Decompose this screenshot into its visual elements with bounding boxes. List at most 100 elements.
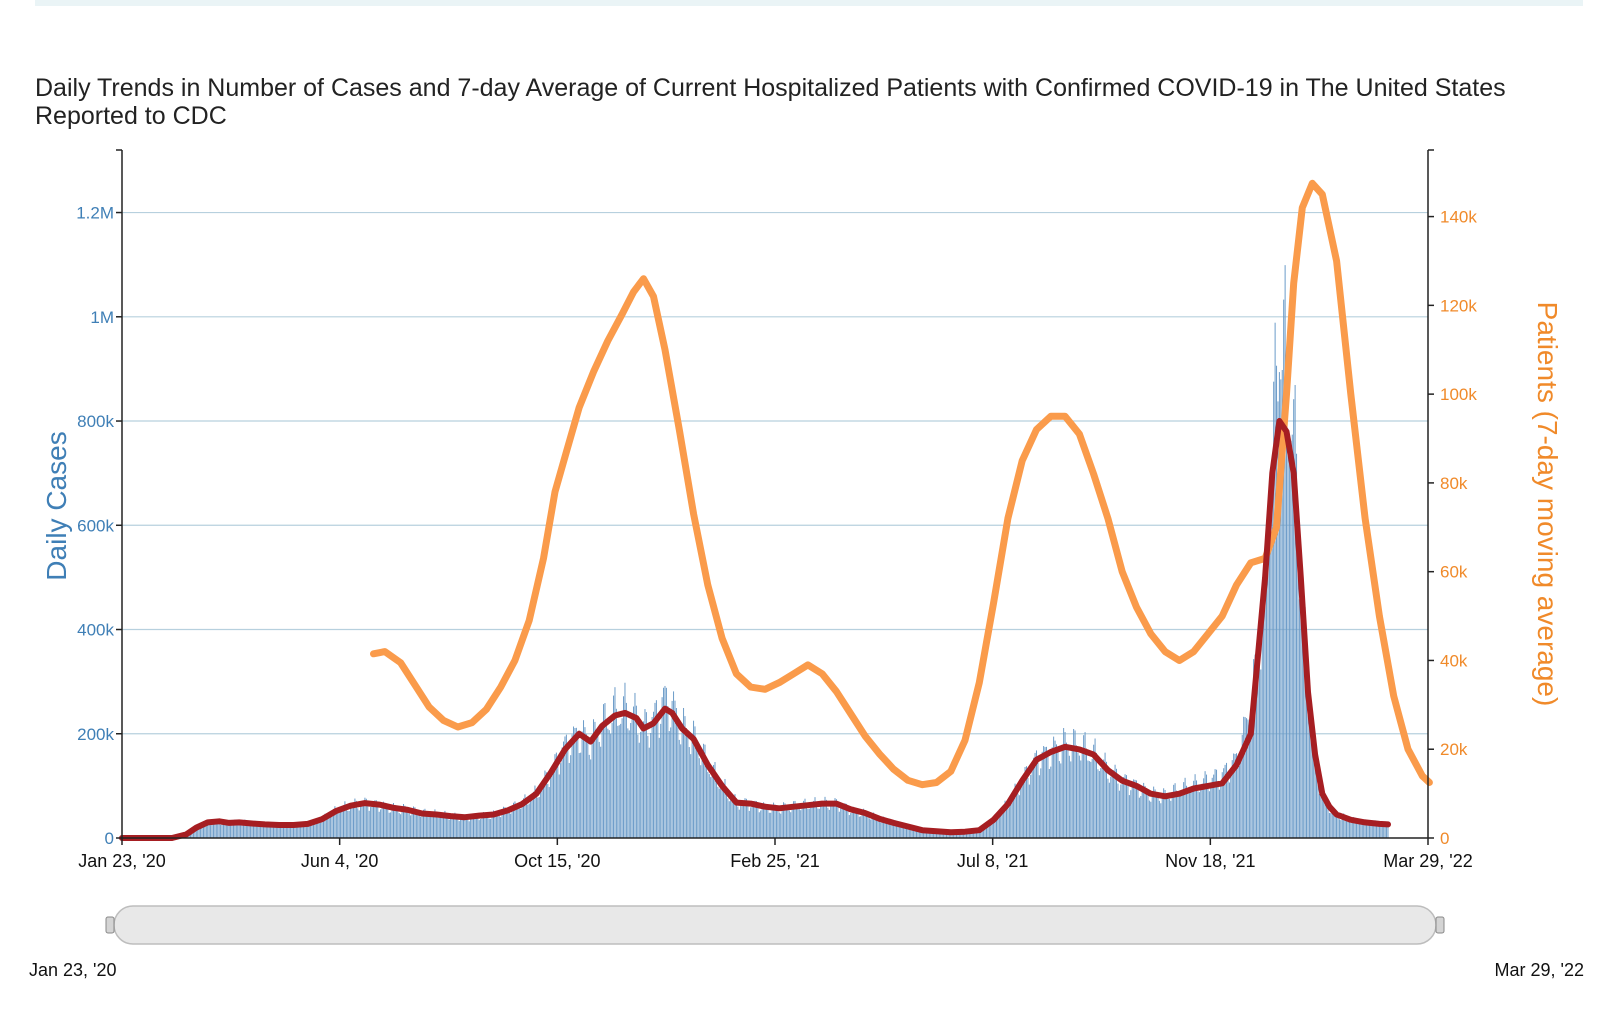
bar-day-180 <box>378 811 380 838</box>
bar-day-710 <box>1136 780 1138 838</box>
ytick-right-140k: 140k <box>1440 208 1477 227</box>
bar-day-518 <box>861 810 863 838</box>
bar-day-324 <box>584 727 586 838</box>
top-strip <box>35 0 1583 6</box>
bar-day-470 <box>793 801 795 838</box>
bar-day-867 <box>1360 824 1362 838</box>
bar-day-768 <box>1218 789 1220 838</box>
bar-day-476 <box>801 807 803 838</box>
bar-day-281 <box>523 798 525 838</box>
bar-day-811 <box>1280 379 1282 838</box>
bar-day-133 <box>311 822 313 838</box>
bar-day-497 <box>831 803 833 838</box>
bar-day-348 <box>618 725 620 838</box>
bar-day-410 <box>707 771 709 838</box>
ytick-right-120k: 120k <box>1440 296 1477 315</box>
bar-day-271 <box>508 812 510 838</box>
bar-day-225 <box>442 813 444 838</box>
bar-day-884 <box>1384 821 1386 838</box>
bar-day-823 <box>1297 558 1299 838</box>
bar-day-568 <box>933 830 935 838</box>
bar-day-396 <box>687 734 689 838</box>
bar-day-774 <box>1227 771 1229 838</box>
bar-day-277 <box>517 808 519 838</box>
bar-day-751 <box>1194 774 1196 838</box>
bar-day-722 <box>1153 786 1155 838</box>
bar-day-762 <box>1210 783 1212 838</box>
bar-day-251 <box>480 819 482 838</box>
bar-day-696 <box>1116 768 1118 838</box>
bar-day-627 <box>1017 793 1019 838</box>
bar-day-539 <box>891 823 893 838</box>
bar-day-463 <box>783 802 785 838</box>
bar-day-228 <box>447 818 449 838</box>
bar-day-392 <box>681 723 683 838</box>
bar-day-860 <box>1350 823 1352 838</box>
bar-day-707 <box>1131 781 1133 838</box>
bar-day-389 <box>677 719 679 838</box>
bar-day-448 <box>761 804 763 838</box>
bar-day-737 <box>1174 783 1176 838</box>
bar-day-672 <box>1081 753 1083 838</box>
bar-day-184 <box>384 802 386 838</box>
bar-day-598 <box>975 830 977 838</box>
bar-day-682 <box>1095 752 1097 838</box>
bar-day-139 <box>320 822 322 838</box>
bar-day-838 <box>1318 793 1320 838</box>
bar-day-717 <box>1146 788 1148 838</box>
bar-day-102 <box>267 825 269 838</box>
bar-day-743 <box>1183 782 1185 838</box>
bar-day-407 <box>703 743 705 838</box>
bar-day-64 <box>212 819 214 838</box>
bar-day-462 <box>781 807 783 838</box>
bar-day-667 <box>1074 730 1076 838</box>
bar-day-262 <box>495 812 497 838</box>
bar-day-100 <box>264 822 266 838</box>
bar-day-799 <box>1263 573 1265 838</box>
bar-day-255 <box>485 813 487 838</box>
bar-day-708 <box>1133 779 1135 838</box>
bar-day-872 <box>1367 824 1369 838</box>
bar-day-351 <box>623 696 625 838</box>
bar-day-764 <box>1213 774 1215 838</box>
bar-day-741 <box>1180 795 1182 838</box>
bar-day-325 <box>585 734 587 838</box>
bar-day-160 <box>350 807 352 838</box>
bar-day-79 <box>234 819 236 838</box>
bar-day-459 <box>777 808 779 838</box>
bar-day-367 <box>645 712 647 838</box>
bar-day-690 <box>1107 778 1109 838</box>
bar-day-339 <box>605 720 607 838</box>
bar-day-607 <box>988 824 990 838</box>
bar-day-725 <box>1157 795 1159 838</box>
bar-day-296 <box>544 770 546 838</box>
bar-day-270 <box>507 811 509 838</box>
bar-day-290 <box>535 790 537 838</box>
bar-day-182 <box>381 803 383 838</box>
ytick-right-0: 0 <box>1440 829 1449 848</box>
bar-day-377 <box>660 723 662 838</box>
bar-day-516 <box>858 816 860 838</box>
bar-day-197 <box>402 803 404 838</box>
bar-day-121 <box>294 823 296 838</box>
range-slider[interactable] <box>105 905 1445 945</box>
bar-day-868 <box>1361 822 1363 838</box>
bar-day-798 <box>1261 631 1263 838</box>
bar-day-368 <box>647 735 649 838</box>
bar-day-101 <box>265 822 267 838</box>
bar-day-658 <box>1061 744 1063 838</box>
bar-day-195 <box>400 814 402 838</box>
bar-day-244 <box>470 819 472 838</box>
bar-day-52 <box>195 826 197 838</box>
xtick-0: Jan 23, '20 <box>78 851 166 871</box>
bar-day-86 <box>244 819 246 838</box>
bar-day-235 <box>457 818 459 838</box>
bar-day-592 <box>967 831 969 838</box>
bar-day-781 <box>1237 755 1239 838</box>
bar-day-506 <box>844 803 846 838</box>
bar-day-790 <box>1250 731 1252 838</box>
bar-day-802 <box>1267 572 1269 838</box>
bar-day-839 <box>1320 795 1322 838</box>
bar-day-621 <box>1008 807 1010 838</box>
